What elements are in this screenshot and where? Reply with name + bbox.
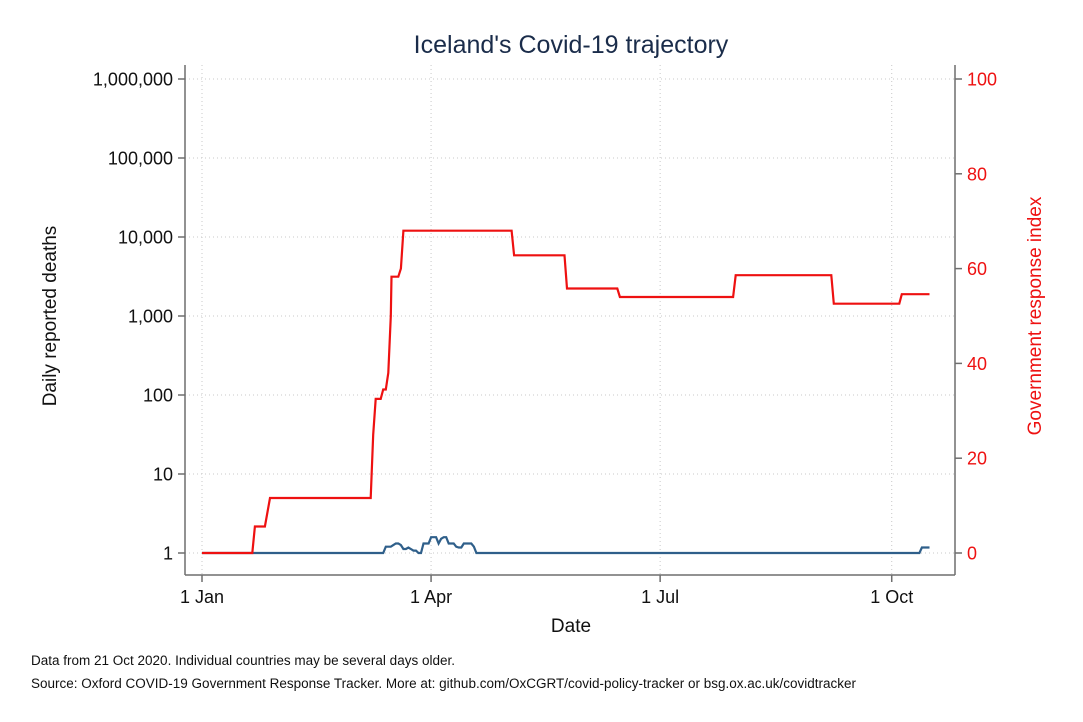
x-axis-title: Date	[551, 616, 591, 637]
left-axis-tick-label: 1,000,000	[93, 70, 173, 90]
right-axis-tick-label: 80	[967, 164, 987, 184]
left-axis-title: Daily reported deaths	[40, 226, 61, 407]
gridlines	[185, 65, 955, 575]
x-axis-tick-label: 1 Jan	[180, 587, 224, 607]
left-axis-tick-label: 10	[153, 465, 173, 485]
left-axis-tick-label: 100,000	[108, 149, 173, 169]
footnote-source: Source: Oxford COVID-19 Government Respo…	[31, 676, 857, 691]
right-axis-title: Government response index	[1025, 196, 1046, 435]
x-axis-tick-label: 1 Apr	[410, 587, 452, 607]
footnote-data-date: Data from 21 Oct 2020. Individual countr…	[31, 653, 455, 668]
left-axis-tick-label: 1	[163, 544, 173, 564]
x-axis-tick-label: 1 Oct	[870, 587, 913, 607]
axes: 1 10 100 1,000 10,000 100,000 1,000,000 0 20 40 60…	[93, 65, 997, 607]
right-axis-tick-label: 100	[967, 70, 997, 90]
left-axis-tick-label: 1,000	[128, 307, 173, 327]
right-axis-tick-label: 60	[967, 259, 987, 279]
right-axis-tick-label: 0	[967, 544, 977, 564]
left-axis-tick-label: 10,000	[118, 228, 173, 248]
series-line-daily-reported-deaths	[202, 536, 930, 555]
series-line-government-response-index	[202, 229, 930, 555]
chart-title: Iceland's Covid-19 trajectory	[414, 31, 729, 59]
x-axis-tick-label: 1 Jul	[641, 587, 679, 607]
series-lines	[202, 229, 930, 555]
right-axis-tick-label: 20	[967, 449, 987, 469]
left-axis-tick-label: 100	[143, 386, 173, 406]
right-axis-tick-label: 40	[967, 354, 987, 374]
